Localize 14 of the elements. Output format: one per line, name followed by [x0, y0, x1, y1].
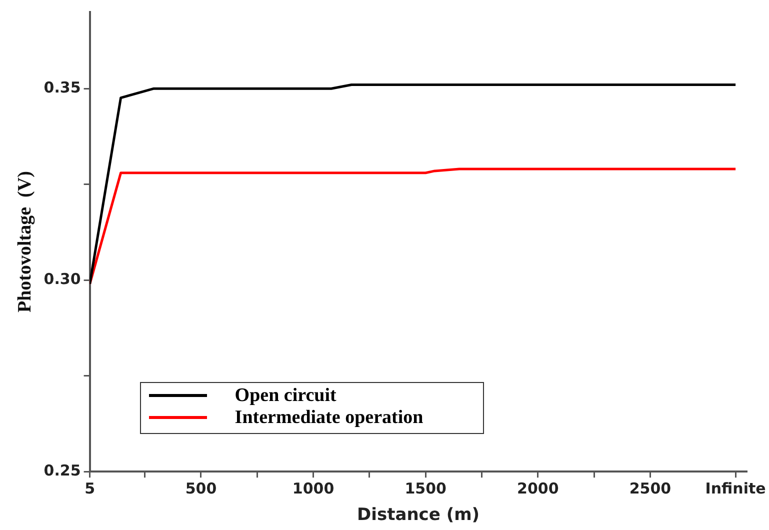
x-tick-label: 2000	[517, 479, 559, 498]
x-tick-label: 500	[185, 479, 217, 498]
y-tick-label: 0.25	[44, 461, 81, 480]
x-axis-title: Distance (m)	[357, 505, 480, 526]
x-tick-label: 1000	[292, 479, 334, 498]
y-axis-title: Photovoltage (V)	[14, 171, 36, 313]
y-tick-label: 0.35	[44, 78, 81, 96]
x-tick-label: Infinite	[705, 479, 766, 498]
x-tick-label: 5	[84, 479, 96, 498]
legend-label: Open circuit	[234, 384, 336, 407]
x-tick-label: 1500	[404, 479, 446, 498]
x-tick-label: 2500	[629, 479, 672, 498]
y-tick-label: 0.30	[44, 270, 81, 288]
legend-label: Intermediate operation	[234, 406, 424, 429]
